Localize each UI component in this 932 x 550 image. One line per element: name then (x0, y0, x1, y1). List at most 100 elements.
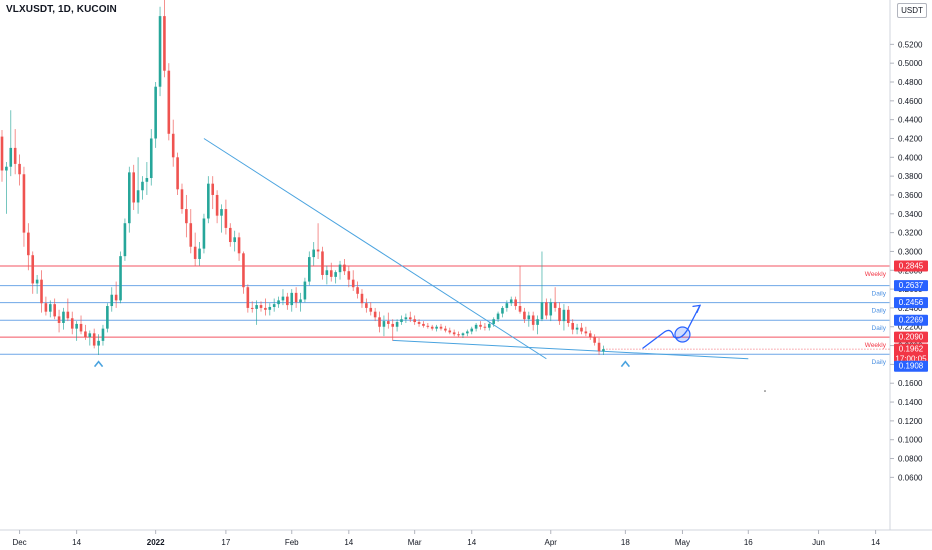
candle-up (123, 218, 127, 261)
candle-down (114, 281, 118, 308)
candle-down (92, 328, 96, 349)
candle-down (597, 338, 601, 355)
candle-body (237, 237, 241, 254)
candle-up (88, 330, 92, 346)
candle-down (264, 298, 267, 316)
candle-down (360, 289, 364, 308)
candle-body (492, 319, 495, 324)
candle-down (545, 298, 548, 320)
time-tick-label: 14 (871, 538, 880, 547)
candle-body (588, 333, 592, 338)
candle-body (228, 227, 232, 243)
price-tick-label: 0.3000 (898, 247, 923, 256)
candle-down (53, 298, 56, 320)
price-tick-label: 0.2200 (898, 323, 923, 332)
candle-body (290, 292, 294, 306)
candle-down (0, 130, 4, 182)
price-badge-text: 0.2637 (899, 281, 924, 290)
candle-body (185, 209, 188, 224)
candle-down (567, 306, 570, 327)
candle-body (316, 249, 320, 252)
candle-body (347, 271, 351, 280)
candle-body (202, 218, 206, 249)
candle-body (294, 292, 298, 303)
currency-button[interactable]: USDT (897, 3, 927, 18)
candle-body (136, 190, 140, 203)
candle-down (593, 334, 596, 346)
candle-up (255, 300, 258, 325)
level-price-badge: 0.2637 (894, 280, 928, 292)
candle-body (413, 319, 416, 323)
price-tick-label: 0.1000 (898, 436, 923, 445)
candle-down (571, 319, 574, 335)
candle-body (66, 311, 70, 319)
price-badge-bg (894, 331, 928, 343)
candle-up (136, 157, 140, 214)
candle-up (277, 296, 280, 308)
candle-up (509, 296, 513, 307)
candle-body (452, 332, 456, 335)
time-tick-label: 14 (344, 538, 353, 547)
price-badge-text: 0.1908 (899, 362, 924, 371)
price-tick-label: 0.4800 (898, 78, 923, 87)
candle-down (514, 296, 517, 310)
time-axis[interactable]: Dec 14 2022 17 Feb 14 Mar 14 Apr 18 May 16 Jun 14 (12, 530, 881, 547)
candle-body (523, 311, 526, 320)
candle-body (193, 246, 197, 259)
candle-body (400, 319, 403, 323)
candle-body (545, 302, 548, 316)
time-tick-label: Apr (545, 538, 558, 547)
candle-body (57, 316, 61, 323)
candle-down (44, 296, 48, 316)
price-badge-bg (894, 314, 928, 326)
candle-body (48, 304, 52, 312)
candle-up (62, 307, 65, 330)
candle-down (387, 312, 390, 329)
candle-down (479, 321, 482, 330)
level-name: Daily (872, 325, 887, 332)
candle-up (474, 322, 478, 332)
candle-body (343, 264, 346, 272)
projection-path (642, 304, 701, 349)
candle-up (487, 322, 491, 331)
candle-body (382, 321, 386, 327)
candle-down (31, 251, 35, 294)
candle-body (176, 157, 179, 190)
candle-up (48, 300, 52, 318)
candle-down (444, 325, 447, 333)
level-name: Weekly (865, 271, 887, 278)
candle-body (62, 311, 65, 323)
candle-body (277, 300, 280, 305)
candle-up (110, 287, 114, 312)
candle-body (259, 305, 263, 308)
candle-down (343, 258, 346, 275)
candle-body (101, 328, 105, 341)
candle-down (558, 302, 561, 325)
candle-down (57, 309, 61, 333)
candle-body (351, 279, 355, 288)
candle-body (5, 166, 8, 171)
candle-body (501, 307, 504, 314)
candle-down (84, 324, 87, 340)
candle-body (509, 299, 513, 304)
candle-up (312, 242, 315, 266)
candle-down (167, 63, 171, 141)
candle-up (575, 323, 579, 335)
candle-body (92, 333, 96, 346)
candle-down (79, 315, 83, 335)
time-tick-label: Feb (285, 538, 299, 547)
candle-body (422, 323, 425, 326)
candle-body (123, 223, 127, 257)
candle-up (5, 162, 8, 214)
candle-up (202, 213, 206, 254)
level-price-badge: 0.1908 (894, 360, 928, 372)
candle-body (439, 326, 443, 329)
candle-body (378, 317, 381, 327)
price-tick-label: 0.4600 (898, 97, 923, 106)
candle-up (404, 313, 408, 323)
time-tick-label: May (675, 538, 690, 547)
candle-up (198, 242, 201, 266)
candle-body (430, 326, 434, 329)
candle-body (369, 307, 373, 312)
